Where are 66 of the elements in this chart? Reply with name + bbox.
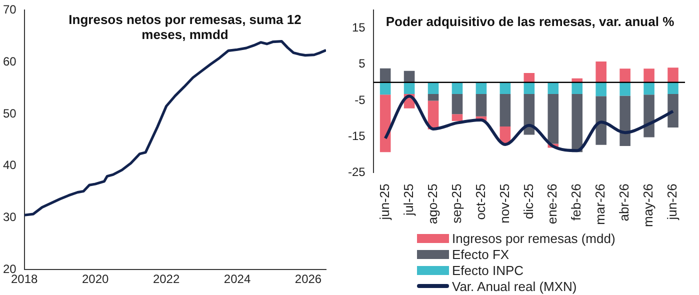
x-tick-label: abr-26	[616, 184, 632, 222]
bar	[572, 94, 583, 152]
x-tick-label: ene-26	[544, 184, 560, 224]
bar	[452, 82, 463, 94]
y-tick-label: 5	[358, 56, 366, 71]
x-tick-label: jul-25	[400, 184, 416, 216]
bar	[404, 70, 415, 82]
bar	[452, 94, 463, 114]
bar	[500, 82, 511, 94]
bar	[500, 94, 511, 126]
text: Ingresos netos por remesas, suma 12 meses, mmdd	[68, 12, 302, 42]
legend-label: Var. Anual real (MXN)	[452, 278, 577, 294]
bar	[524, 82, 535, 94]
y-tick-label: 30	[2, 210, 17, 224]
x-tick-label: oct-25	[472, 184, 488, 220]
bar	[596, 82, 606, 96]
bar	[380, 82, 391, 95]
bar	[380, 94, 391, 152]
x-tick-label: ago-25	[424, 184, 440, 224]
bar	[620, 96, 630, 146]
bar	[644, 94, 654, 138]
x-tick-label: mar-26	[592, 184, 608, 225]
legend-label: Efecto FX	[452, 246, 510, 262]
bar	[668, 82, 678, 94]
x-tick-label: jun-25	[376, 184, 392, 221]
x-tick-label: 2026	[294, 272, 322, 286]
x-tick-label: may-26	[640, 184, 656, 228]
bar	[548, 94, 559, 144]
y-tick-label: 60	[2, 54, 17, 68]
bar	[476, 94, 487, 116]
legend-label: Efecto INPC	[452, 262, 524, 278]
y-tick-label: -5	[354, 92, 366, 107]
bar	[668, 68, 678, 82]
x-tick-label: feb-26	[568, 184, 584, 221]
bar	[668, 94, 678, 128]
bar	[476, 82, 487, 94]
y-tick-label: 15	[352, 20, 366, 35]
bar	[452, 114, 463, 122]
y-tick-label: -15	[348, 128, 366, 143]
y-tick-label: -25	[348, 164, 366, 179]
x-tick-label: 2022	[152, 272, 180, 286]
x-tick-label: jun-26	[664, 184, 680, 221]
bar	[620, 82, 630, 96]
bar	[428, 94, 439, 101]
y-tick-label: 40	[2, 158, 17, 172]
bar	[596, 61, 606, 82]
chart-title: Poder adquisitivo de las remesas, var. anual %	[385, 14, 675, 29]
y-tick-label: 50	[2, 106, 17, 120]
y-tick-label: 70	[2, 2, 17, 17]
legend-label: Ingresos por remesas (mdd)	[452, 230, 616, 246]
x-tick-label: 2024	[224, 272, 251, 286]
bar	[548, 82, 559, 94]
bar	[428, 82, 439, 94]
x-tick-label: 2020	[82, 272, 109, 286]
bar	[572, 82, 583, 94]
line-series	[384, 94, 675, 152]
bar	[524, 73, 535, 82]
bar	[644, 68, 654, 82]
bar	[620, 68, 630, 82]
bar	[404, 82, 415, 94]
x-tick-label: dic-25	[520, 184, 536, 220]
bar	[380, 68, 391, 82]
x-tick-label: sep-25	[448, 184, 464, 224]
x-tick-label: nov-25	[496, 184, 512, 224]
bar	[596, 96, 606, 145]
bar	[644, 82, 654, 95]
